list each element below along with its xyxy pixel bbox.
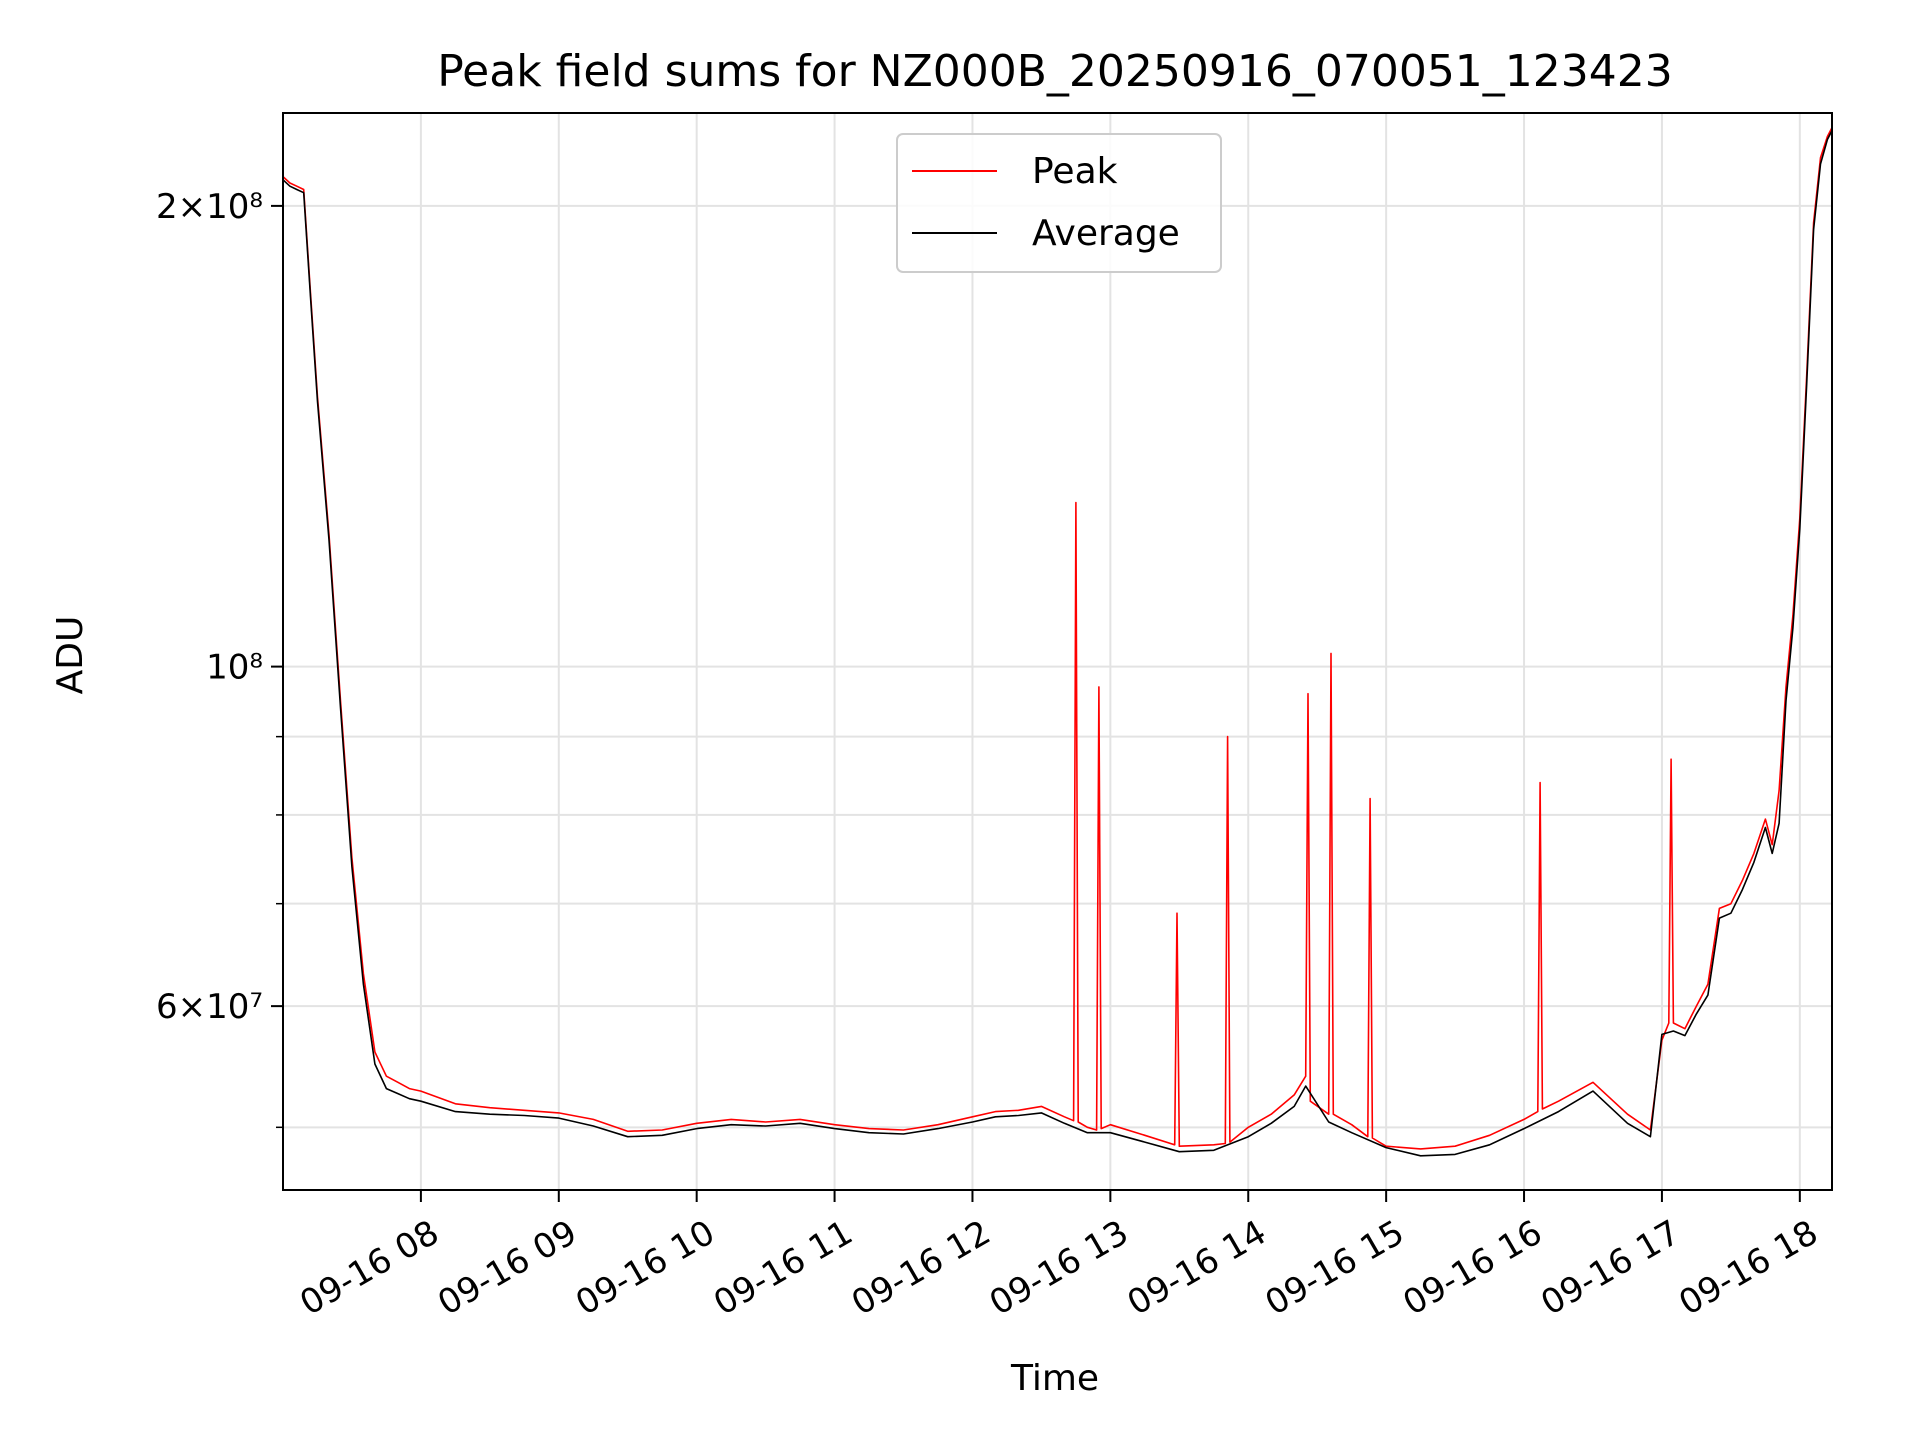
legend: Peak Average [896, 133, 1222, 273]
chart-title: Peak field sums for NZ000B_20250916_0700… [437, 46, 1673, 97]
y-axis-ticks: 2×10⁸ 10⁸ 6×10⁷ [156, 187, 283, 1129]
x-tick-label: 09-16 10 [569, 1213, 721, 1324]
x-tick-label: 09-16 16 [1397, 1213, 1549, 1324]
x-tick-label: 09-16 11 [707, 1213, 859, 1324]
series-line-average [283, 130, 1832, 1157]
x-tick-label: 09-16 17 [1534, 1213, 1686, 1324]
x-tick-label: 09-16 18 [1672, 1213, 1824, 1324]
series-line-peak [283, 127, 1832, 1150]
legend-label-average: Average [1032, 213, 1180, 254]
y-axis-label: ADU [50, 616, 91, 695]
x-axis-label: Time [1010, 1358, 1099, 1399]
y-tick-label: 10⁸ [206, 648, 263, 688]
x-tick-label: 09-16 14 [1121, 1213, 1273, 1324]
legend-label-peak: Peak [1032, 151, 1118, 192]
legend-box [896, 133, 1222, 273]
x-tick-label: 09-16 15 [1259, 1213, 1411, 1324]
x-tick-label: 09-16 12 [845, 1213, 997, 1324]
grid-lines [283, 113, 1832, 1190]
y-tick-label: 6×10⁷ [156, 987, 263, 1027]
x-tick-label: 09-16 08 [293, 1213, 445, 1324]
series-lines [283, 127, 1832, 1157]
plot-area-frame [282, 112, 1833, 1191]
x-tick-label: 09-16 13 [983, 1213, 1135, 1324]
x-tick-label: 09-16 09 [431, 1213, 583, 1324]
y-tick-label: 2×10⁸ [156, 187, 263, 227]
